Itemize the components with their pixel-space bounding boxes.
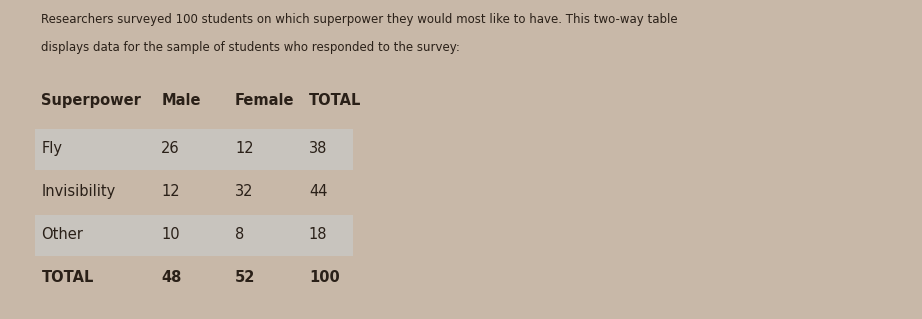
Text: TOTAL: TOTAL [41, 270, 94, 285]
Text: 18: 18 [309, 227, 327, 242]
Text: Superpower: Superpower [41, 93, 141, 108]
FancyBboxPatch shape [35, 215, 353, 256]
Text: 12: 12 [161, 184, 180, 199]
Text: 10: 10 [161, 227, 180, 242]
Text: Invisibility: Invisibility [41, 184, 116, 199]
Text: 32: 32 [235, 184, 254, 199]
Text: Male: Male [161, 93, 201, 108]
Text: 52: 52 [235, 270, 255, 285]
Text: Female: Female [235, 93, 295, 108]
Text: Fly: Fly [41, 141, 63, 156]
Text: 100: 100 [309, 270, 339, 285]
Text: 8: 8 [235, 227, 244, 242]
Text: Other: Other [41, 227, 83, 242]
Text: 48: 48 [161, 270, 182, 285]
Text: 26: 26 [161, 141, 180, 156]
Text: 12: 12 [235, 141, 254, 156]
Text: displays data for the sample of students who responded to the survey:: displays data for the sample of students… [41, 41, 460, 55]
Text: Researchers surveyed 100 students on which superpower they would most like to ha: Researchers surveyed 100 students on whi… [41, 13, 678, 26]
Text: TOTAL: TOTAL [309, 93, 361, 108]
FancyBboxPatch shape [35, 129, 353, 170]
Text: 38: 38 [309, 141, 327, 156]
Text: 44: 44 [309, 184, 327, 199]
